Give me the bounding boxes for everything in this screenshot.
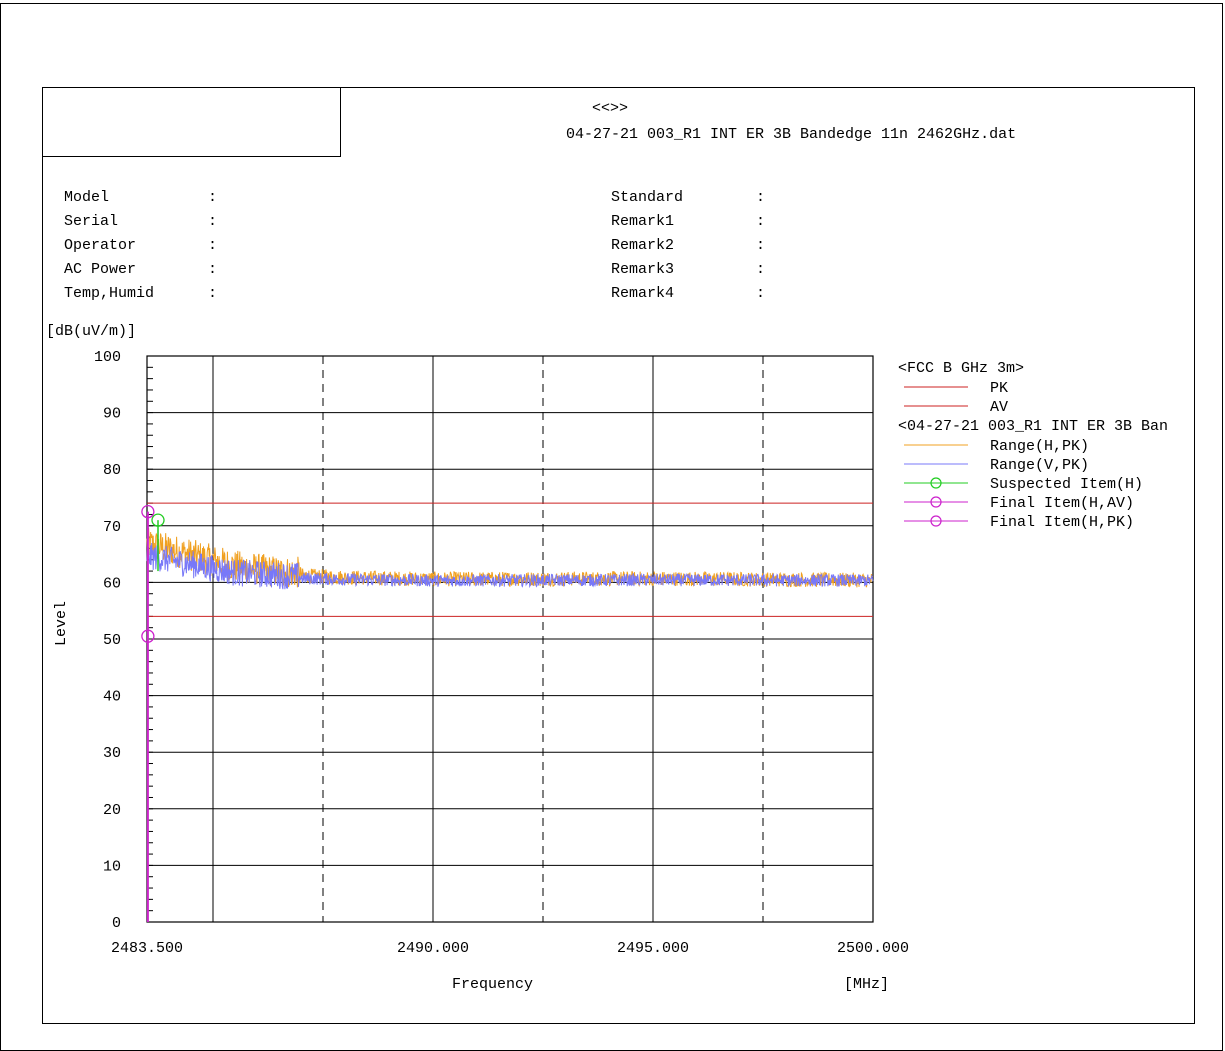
meta-label: Remark3	[611, 261, 675, 278]
meta-sep: :	[208, 261, 218, 278]
meta-label: Serial	[64, 213, 119, 230]
y-tick-label: 70	[103, 519, 121, 536]
meta-label: Remark4	[611, 285, 675, 302]
meta-sep: :	[208, 189, 218, 206]
y-tick-label: 90	[103, 406, 121, 423]
y-tick-label: 80	[103, 462, 121, 479]
meta-sep: :	[208, 213, 218, 230]
legend-label: Final Item(H,AV)	[990, 495, 1134, 512]
meta-sep: :	[756, 213, 766, 230]
meta-label: Model	[64, 189, 110, 206]
meta-sep: :	[756, 237, 766, 254]
legend-marker	[930, 515, 942, 527]
x-tick-label: 2483.500	[111, 940, 183, 957]
legend-label: Suspected Item(H)	[990, 476, 1143, 493]
x-axis-label: Frequency	[452, 976, 534, 993]
header-marker: <<>>	[592, 100, 629, 117]
meta-sep: :	[208, 285, 218, 302]
y-tick-label: 40	[103, 689, 121, 706]
meta-label: AC Power	[64, 261, 137, 278]
file-name: 04-27-21 003_R1 INT ER 3B Bandedge 11n 2…	[566, 126, 1017, 143]
x-tick-label: 2495.000	[617, 940, 689, 957]
y-tick-label: 100	[94, 349, 121, 366]
legend-marker	[930, 496, 942, 508]
x-unit-label: [MHz]	[844, 976, 890, 993]
legend-marker	[930, 477, 942, 489]
x-tick-label: 2500.000	[837, 940, 909, 957]
y-tick-label: 60	[103, 575, 121, 592]
meta-label: Remark1	[611, 213, 675, 230]
meta-label: Operator	[64, 237, 137, 254]
suspected-item-marker	[151, 513, 165, 527]
final-item-av-marker	[141, 629, 155, 643]
final-item-pk-marker	[141, 504, 155, 519]
logo-box	[42, 87, 341, 157]
meta-sep: :	[756, 261, 766, 278]
meta-sep: :	[208, 237, 218, 254]
meta-sep: :	[756, 189, 766, 206]
report-sheet	[42, 87, 1195, 1024]
meta-label: Remark2	[611, 237, 675, 254]
meta-label: Temp,Humid	[64, 285, 155, 302]
legend-label: Range(H,PK)	[990, 438, 1089, 455]
legend-label: AV	[990, 399, 1008, 416]
legend-label: Range(V,PK)	[990, 457, 1089, 474]
legend-label: PK	[990, 380, 1008, 397]
meta-sep: :	[756, 285, 766, 302]
y-tick-label: 20	[103, 802, 121, 819]
legend-group-title: <FCC B GHz 3m>	[898, 360, 1024, 377]
trace-range-v-pk	[146, 542, 874, 590]
meta-label: Standard	[611, 189, 684, 206]
legend-group-title: <04-27-21 003_R1 INT ER 3B Ban	[898, 418, 1168, 435]
y-tick-label: 30	[103, 745, 121, 762]
legend-label: Final Item(H,PK)	[990, 514, 1134, 531]
trace-range-h-pk	[146, 527, 874, 588]
y-tick-label: 0	[112, 915, 121, 932]
y-unit-label: [dB(uV/m)]	[46, 323, 137, 340]
y-tick-label: 10	[103, 858, 121, 875]
y-tick-label: 50	[103, 632, 121, 649]
x-tick-label: 2490.000	[397, 940, 469, 957]
